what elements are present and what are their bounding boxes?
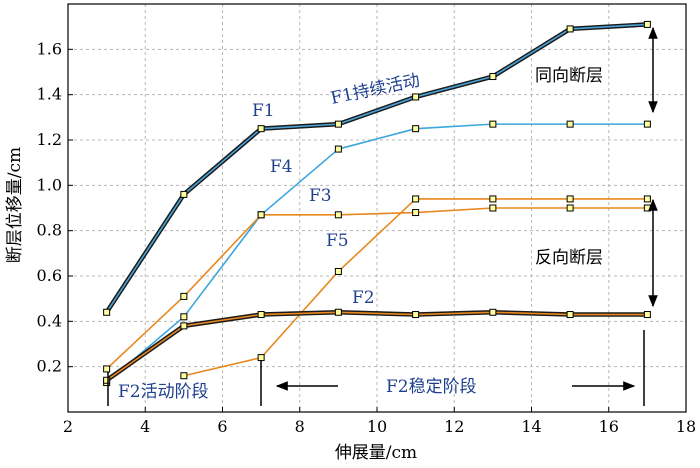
series-f1 — [103, 20, 651, 316]
ticks: 2 4 6 8 10 12 14 16 18 0.2 0.4 0.6 0.8 1.0 1.2 1.4 1.6 — [37, 39, 697, 436]
f3-label: F3 — [309, 186, 332, 206]
data-point — [412, 93, 420, 101]
x-axis-title: 伸展量/cm — [335, 443, 417, 463]
series-f4 — [103, 120, 651, 387]
series-line — [106, 311, 648, 381]
data-point — [643, 20, 651, 28]
data-point — [257, 211, 265, 219]
data-point — [643, 204, 651, 212]
data-point — [103, 365, 111, 373]
y-tick-label: 1.0 — [37, 175, 62, 194]
data-point — [103, 376, 111, 384]
data-point — [334, 145, 342, 153]
series-line — [105, 23, 648, 313]
y-tick-label: 0.2 — [37, 357, 62, 376]
x-tick-label: 6 — [217, 417, 227, 436]
series-line — [106, 207, 648, 370]
y-axis-title: 断层位移量/cm — [5, 147, 25, 263]
data-point — [489, 73, 497, 81]
data-point — [257, 125, 265, 133]
y-tick-label: 0.6 — [37, 266, 62, 285]
x-tick-label: 8 — [295, 417, 305, 436]
x-tick-label: 4 — [140, 417, 150, 436]
data-point — [334, 211, 342, 219]
x-tick-label: 2 — [63, 417, 73, 436]
y-tick-label: 1.6 — [37, 39, 62, 58]
f2-stable-stage-label: F2稳定阶段 — [386, 377, 477, 397]
f4-label: F4 — [270, 157, 293, 177]
data-point — [180, 372, 188, 380]
x-tick-label: 14 — [521, 417, 541, 436]
data-point — [257, 354, 265, 362]
y-tick-label: 0.4 — [37, 311, 62, 330]
x-tick-label: 18 — [676, 417, 696, 436]
f2-active-stage-label: F2活动阶段 — [118, 382, 209, 402]
f1-label: F1 — [252, 101, 275, 121]
y-tick-label: 1.4 — [37, 85, 62, 104]
data-point — [103, 308, 111, 316]
x-tick-label: 16 — [599, 417, 619, 436]
x-tick-label: 12 — [444, 417, 464, 436]
series-line — [106, 123, 648, 384]
x-tick-label: 10 — [367, 417, 387, 436]
f5-label: F5 — [326, 231, 349, 251]
data-point — [489, 120, 497, 128]
data-point — [180, 292, 188, 300]
series-f2 — [103, 308, 651, 384]
data-point — [334, 120, 342, 128]
data-point — [257, 311, 265, 319]
data-point — [566, 311, 574, 319]
data-point — [643, 195, 651, 203]
y-tick-label: 1.2 — [37, 130, 62, 149]
data-point — [412, 125, 420, 133]
data-point — [489, 308, 497, 316]
data-point — [643, 311, 651, 319]
data-point — [489, 204, 497, 212]
series-layer — [103, 20, 651, 387]
grid — [68, 4, 686, 412]
same-direction-fault-label: 同向断层 — [535, 66, 603, 86]
data-point — [180, 313, 188, 321]
data-point — [566, 204, 574, 212]
data-point — [412, 209, 420, 217]
data-point — [566, 195, 574, 203]
data-point — [180, 322, 188, 330]
data-point — [334, 308, 342, 316]
data-point — [489, 195, 497, 203]
f2-label: F2 — [352, 288, 375, 308]
reverse-direction-fault-label: 反向断层 — [535, 248, 603, 268]
data-point — [643, 120, 651, 128]
data-point — [334, 267, 342, 275]
data-point — [566, 120, 574, 128]
y-tick-label: 0.8 — [37, 221, 62, 240]
data-point — [412, 195, 420, 203]
data-point — [566, 25, 574, 33]
series-f3 — [103, 204, 651, 373]
data-point — [412, 311, 420, 319]
data-point — [180, 190, 188, 198]
